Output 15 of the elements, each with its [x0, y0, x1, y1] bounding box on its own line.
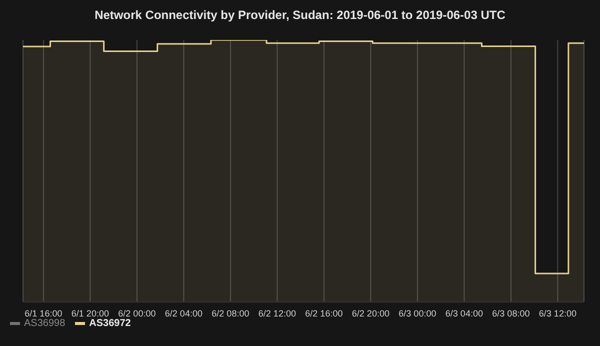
x-tick-label: 6/1 20:00 — [71, 308, 109, 318]
x-tick-label: 6/1 16:00 — [24, 308, 62, 318]
x-tick-label: 6/3 00:00 — [398, 308, 436, 318]
x-tick-label: 6/3 08:00 — [492, 308, 530, 318]
chart-title: Network Connectivity by Provider, Sudan: 2019-06-01 to 2019-06-03 UTC — [94, 8, 506, 22]
x-tick-label: 6/2 04:00 — [164, 308, 202, 318]
x-tick-label: 6/3 12:00 — [538, 308, 576, 318]
x-tick-label: 6/2 00:00 — [118, 308, 156, 318]
x-tick-label: 6/2 08:00 — [212, 308, 250, 318]
legend-label: AS36972 — [89, 318, 131, 329]
x-tick-label: 6/3 04:00 — [445, 308, 483, 318]
legend-label: AS36998 — [24, 318, 66, 329]
x-tick-label: 6/2 16:00 — [305, 308, 343, 318]
x-tick-label: 6/2 12:00 — [258, 308, 296, 318]
x-tick-label: 6/2 20:00 — [352, 308, 390, 318]
